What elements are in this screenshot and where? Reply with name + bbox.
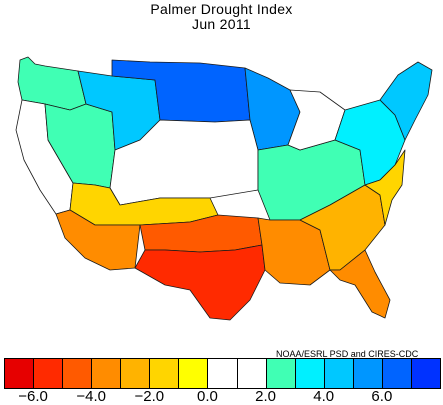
colorbar-swatch <box>295 358 325 389</box>
region-mid-atlantic <box>364 149 406 226</box>
region-southeast <box>299 184 386 271</box>
colorbar-swatch <box>237 358 267 389</box>
colorbar-swatch <box>91 358 121 389</box>
colorbar-tick-label: 2.0 <box>255 388 277 405</box>
colorbar-swatch <box>411 358 441 389</box>
colorbar-swatch <box>33 358 63 389</box>
colorbar-swatch <box>207 358 238 389</box>
colorbar-swatch <box>62 358 92 389</box>
colorbar-tick-label: 0.0 <box>197 388 218 405</box>
colorbar-swatch <box>149 358 179 389</box>
region-great-lakes <box>287 89 346 151</box>
colorbar-swatch <box>266 358 296 389</box>
region-texas <box>134 244 266 321</box>
colorbar-swatch <box>4 358 34 389</box>
region-central-plains <box>109 119 259 206</box>
colorbar-swatch <box>120 358 150 389</box>
map-title: Palmer Drought Index <box>150 1 293 17</box>
colorbar-tick-label: 4.0 <box>313 388 335 405</box>
colorbar-tick-label: 6.0 <box>371 388 393 405</box>
colorbar-swatch <box>353 358 383 389</box>
colorbar-tick-label: −4.0 <box>76 388 106 405</box>
colorbar-swatch <box>382 358 412 389</box>
colorbar-tick-label: −2.0 <box>134 388 165 405</box>
colorbar-tick-label: −6.0 <box>18 388 48 405</box>
credit-text: NOAA/ESRL PSD and CIRES-CDC <box>276 349 419 359</box>
colorbar-swatch <box>324 358 354 389</box>
map-subtitle: Jun 2011 <box>192 16 251 32</box>
colorbar-swatch <box>178 358 208 389</box>
region-florida <box>329 249 391 319</box>
region-new-england <box>379 61 433 141</box>
